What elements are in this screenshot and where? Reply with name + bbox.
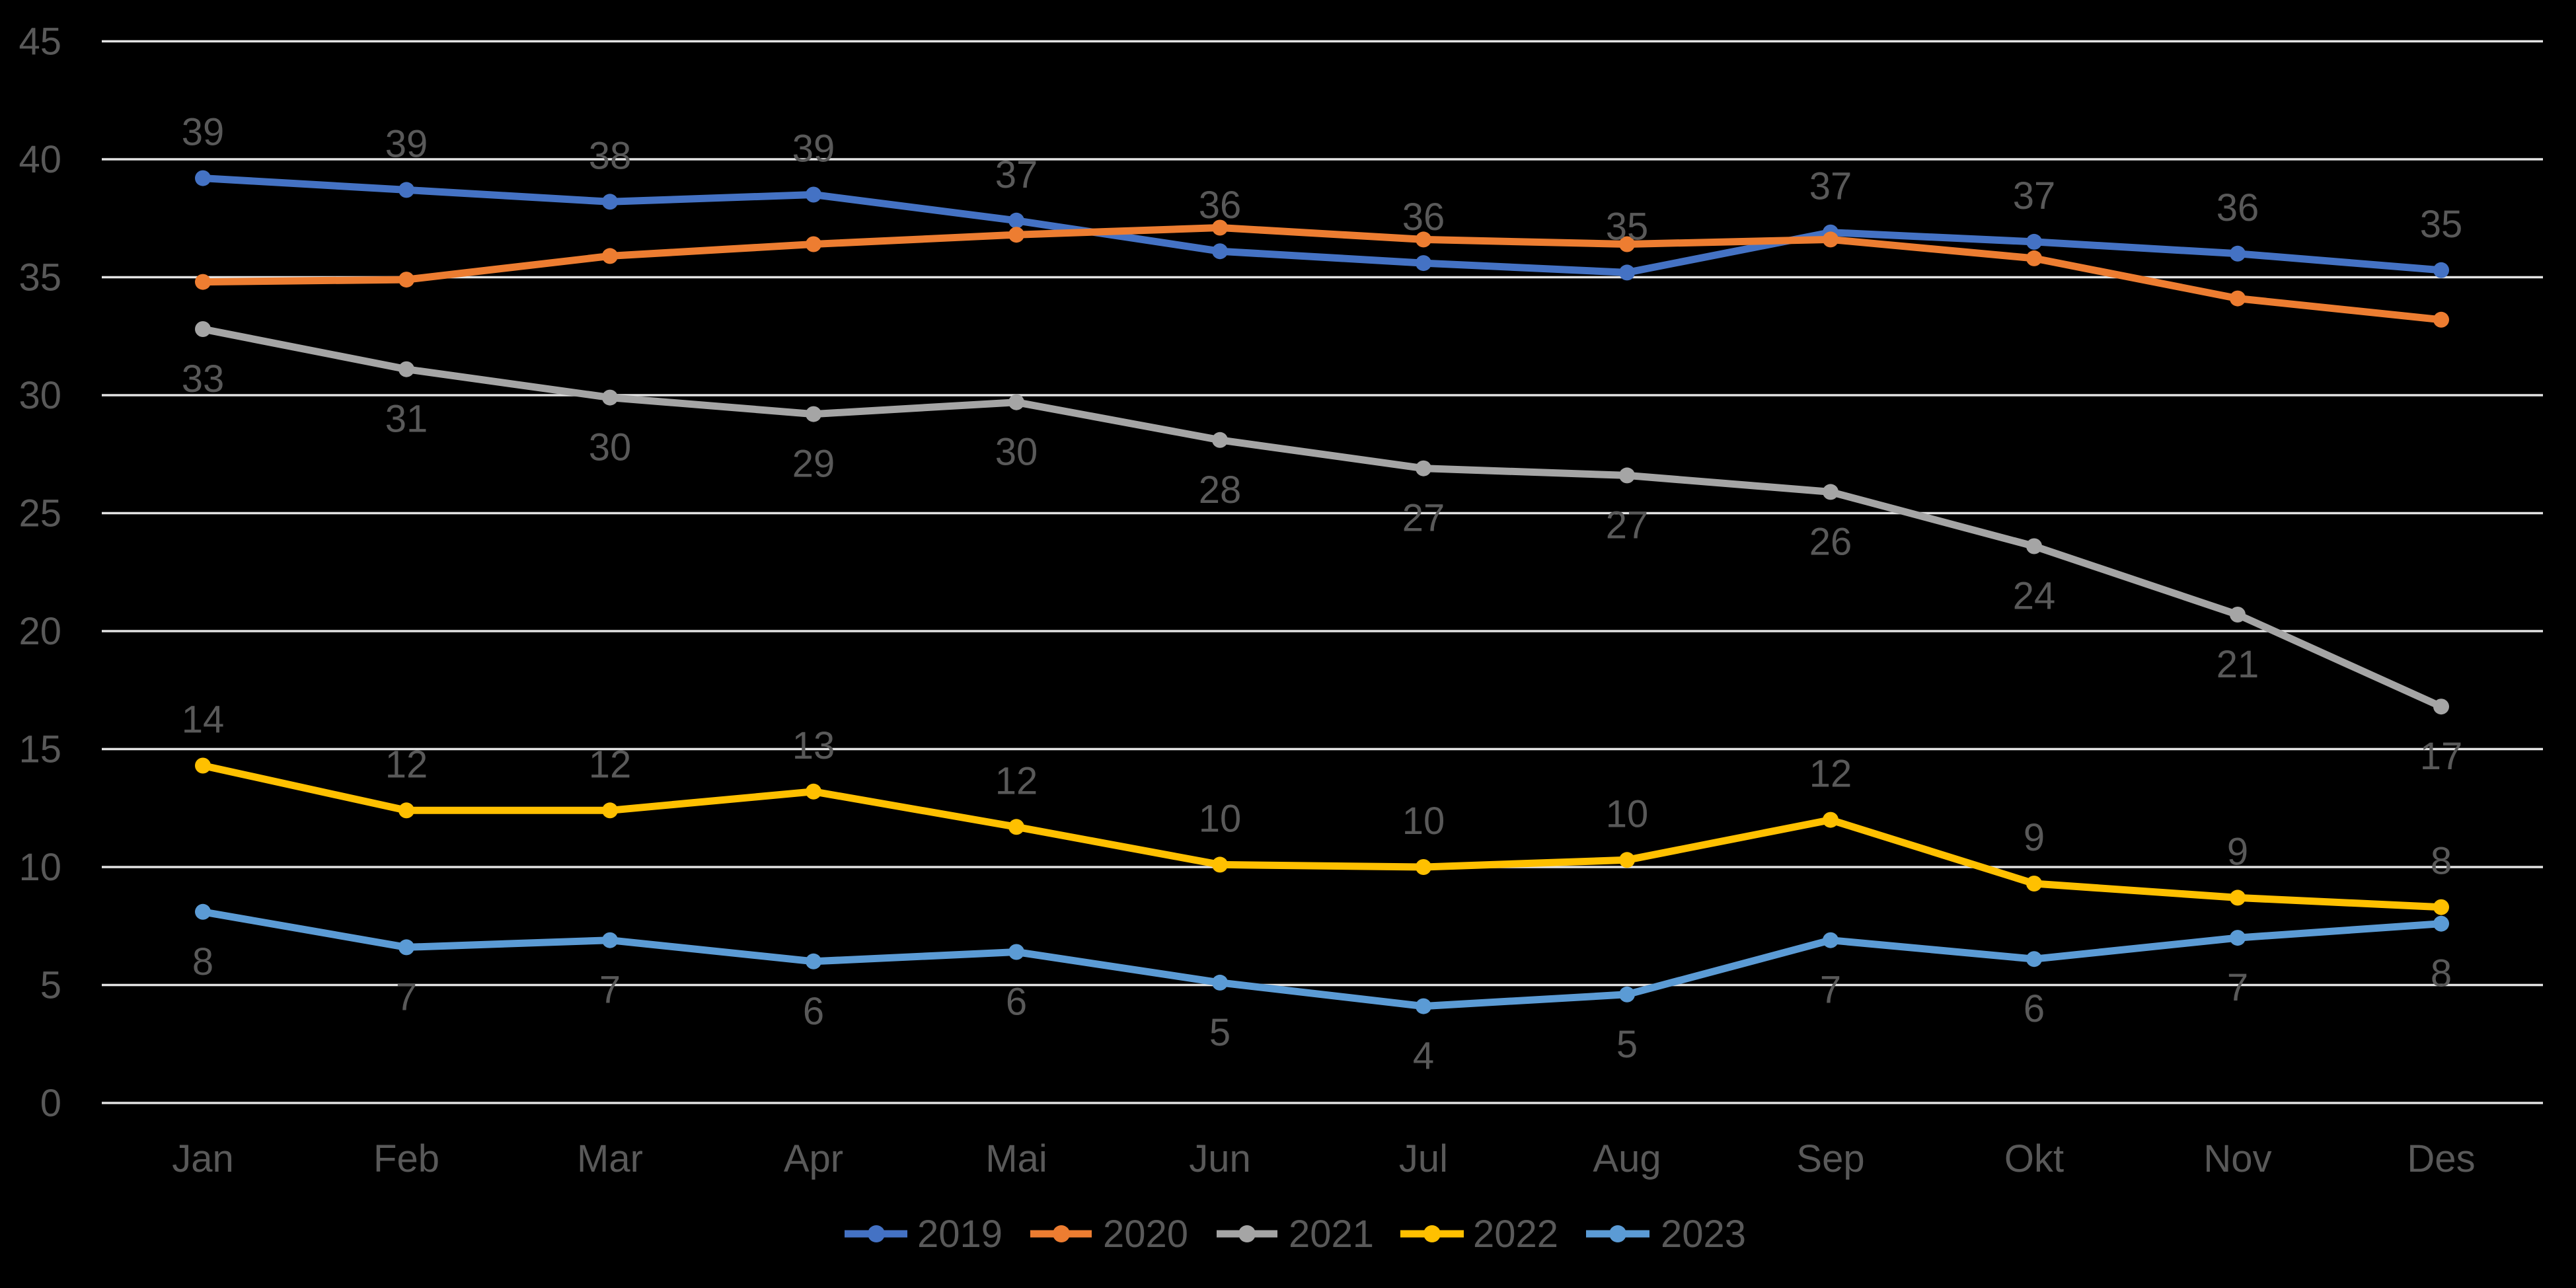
svg-text:8: 8 [2431,840,2452,883]
svg-text:Mai: Mai [985,1137,1047,1180]
svg-text:12: 12 [589,743,632,786]
svg-text:25: 25 [19,492,61,535]
svg-text:31: 31 [385,398,428,441]
svg-text:30: 30 [589,426,632,469]
svg-text:10: 10 [1402,800,1445,843]
svg-text:Jan: Jan [172,1137,234,1180]
svg-text:45: 45 [19,20,61,63]
svg-text:21: 21 [2216,643,2259,686]
svg-text:30: 30 [995,431,1038,474]
svg-text:Aug: Aug [1593,1137,1661,1180]
svg-text:2019: 2019 [917,1213,1003,1256]
svg-text:9: 9 [2024,816,2045,859]
svg-text:5: 5 [40,964,61,1007]
svg-text:4: 4 [1413,1035,1434,1078]
svg-text:27: 27 [1606,504,1649,547]
svg-text:35: 35 [1606,205,1649,248]
svg-text:36: 36 [1402,196,1445,239]
svg-text:40: 40 [19,138,61,181]
svg-text:6: 6 [803,990,824,1033]
svg-text:7: 7 [599,969,621,1012]
svg-text:Apr: Apr [784,1137,843,1180]
svg-text:6: 6 [1006,981,1027,1024]
svg-text:7: 7 [396,975,417,1018]
svg-text:6: 6 [2024,987,2045,1030]
svg-text:5: 5 [1616,1023,1638,1066]
svg-text:36: 36 [1199,184,1242,227]
svg-text:Mar: Mar [577,1137,643,1180]
svg-text:30: 30 [19,374,61,417]
svg-text:Sep: Sep [1796,1137,1864,1180]
svg-text:0: 0 [40,1082,61,1125]
svg-text:7: 7 [1820,969,1841,1012]
svg-text:Jun: Jun [1189,1137,1251,1180]
svg-text:Okt: Okt [2004,1137,2064,1180]
svg-text:13: 13 [792,724,835,767]
svg-text:8: 8 [2431,952,2452,995]
svg-text:38: 38 [589,134,632,177]
svg-text:2022: 2022 [1473,1213,1558,1256]
svg-text:Des: Des [2407,1137,2475,1180]
svg-text:39: 39 [792,128,835,170]
svg-text:2021: 2021 [1289,1213,1374,1256]
svg-text:8: 8 [192,940,213,983]
svg-text:36: 36 [2216,186,2259,229]
svg-text:39: 39 [385,122,428,165]
svg-text:37: 37 [1809,165,1852,208]
svg-text:Feb: Feb [373,1137,439,1180]
svg-text:29: 29 [792,443,835,486]
svg-text:15: 15 [19,728,61,771]
svg-text:12: 12 [385,743,428,786]
svg-text:14: 14 [182,699,225,741]
svg-text:10: 10 [19,846,61,889]
svg-text:39: 39 [182,111,225,154]
svg-text:Nov: Nov [2203,1137,2271,1180]
svg-text:28: 28 [1199,469,1242,511]
svg-text:20: 20 [19,610,61,653]
svg-text:33: 33 [182,358,225,400]
svg-text:37: 37 [2013,174,2056,217]
svg-text:9: 9 [2227,830,2248,873]
svg-text:17: 17 [2420,735,2463,778]
svg-text:10: 10 [1606,792,1649,835]
svg-text:35: 35 [19,256,61,299]
svg-text:5: 5 [1209,1011,1231,1054]
svg-text:7: 7 [2227,966,2248,1009]
svg-text:35: 35 [2420,203,2463,246]
svg-text:24: 24 [2013,575,2056,618]
svg-text:37: 37 [995,153,1038,196]
svg-text:12: 12 [995,759,1038,802]
svg-text:2020: 2020 [1103,1213,1188,1256]
svg-text:2023: 2023 [1661,1213,1746,1256]
svg-text:Jul: Jul [1399,1137,1448,1180]
svg-text:26: 26 [1809,520,1852,563]
svg-text:27: 27 [1402,497,1445,540]
svg-text:12: 12 [1809,753,1852,796]
svg-text:10: 10 [1199,797,1242,840]
